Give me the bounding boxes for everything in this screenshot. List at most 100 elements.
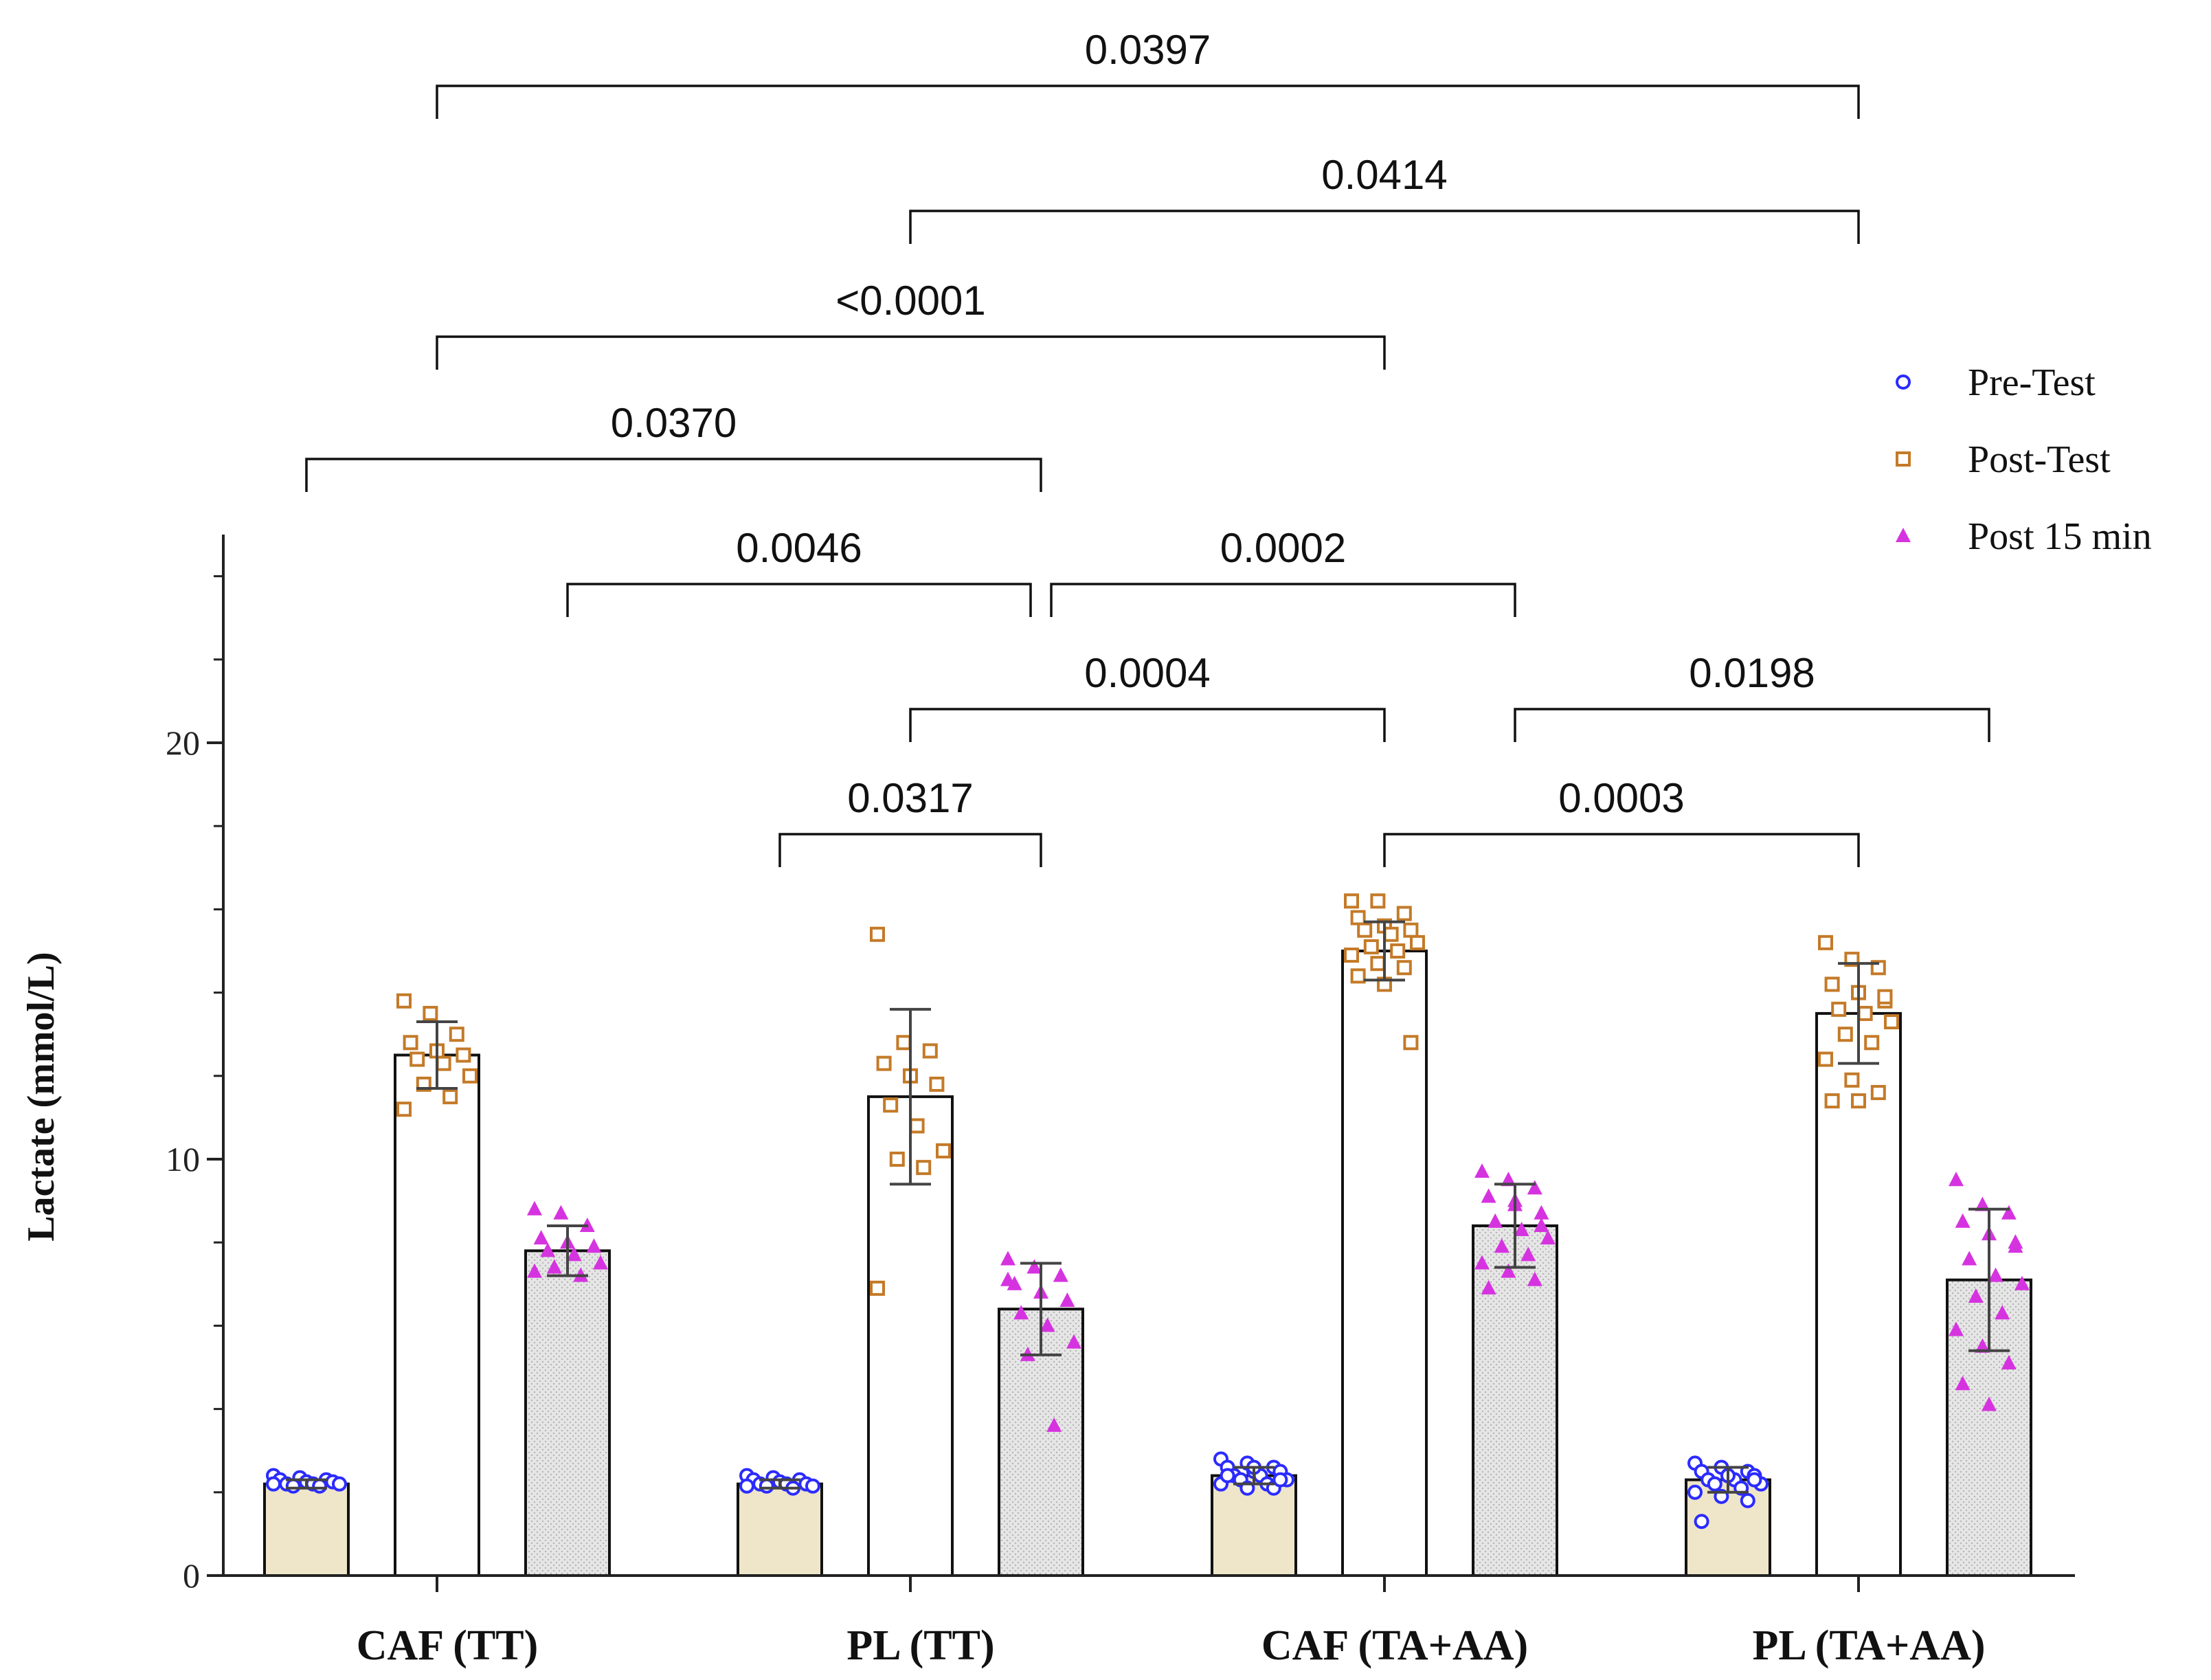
data-point <box>1013 1305 1029 1320</box>
data-point <box>1000 1271 1015 1286</box>
data-point <box>909 1118 925 1134</box>
data-point <box>1857 1005 1873 1021</box>
x-category-label: PL (TA+AA) <box>1752 1622 1985 1669</box>
axes: 0 10 20 CAF (TT) PL (TT) CAF (TA+AA) PL (TA+AA… <box>20 535 2075 1669</box>
comparison-bracket <box>1383 833 1860 867</box>
data-point <box>285 1478 301 1494</box>
data-point <box>1527 1180 1542 1195</box>
data-point <box>1955 1213 1971 1228</box>
data-point <box>1884 1014 1899 1030</box>
x-category-label: PL (TT) <box>846 1622 994 1669</box>
data-point <box>403 1035 418 1051</box>
data-point <box>1896 528 1911 542</box>
data-point <box>1350 968 1366 984</box>
data-point <box>1824 976 1840 992</box>
data-point <box>1540 1230 1556 1245</box>
data-point <box>1988 1267 2004 1282</box>
data-point <box>1694 1514 1709 1530</box>
data-point <box>1220 1468 1235 1483</box>
data-point <box>1370 956 1386 972</box>
data-point <box>533 1230 549 1245</box>
data-point <box>1949 1172 1964 1187</box>
data-point <box>1474 1255 1490 1270</box>
data-point <box>1514 1222 1529 1237</box>
data-point <box>1831 1001 1847 1017</box>
data-point <box>1949 1321 1964 1336</box>
data-point <box>409 1051 425 1067</box>
data-point <box>593 1255 608 1270</box>
y-tick-label: 10 <box>166 1140 200 1178</box>
data-point <box>1046 1417 1062 1432</box>
data-point <box>1837 1027 1853 1042</box>
data-point <box>1007 1275 1022 1290</box>
data-point <box>929 1076 945 1092</box>
data-point <box>1066 1334 1081 1349</box>
legend: Pre-Test Post-Test Post 15 min <box>1896 361 2152 558</box>
data-point <box>1403 1035 1419 1051</box>
data-point <box>2014 1275 2030 1290</box>
data-point <box>540 1242 556 1257</box>
data-point <box>1870 1085 1886 1101</box>
data-point <box>1534 1217 1549 1232</box>
data-point <box>889 1152 905 1167</box>
data-point <box>1707 1476 1722 1492</box>
data-point <box>462 1068 478 1084</box>
x-category-label: CAF (TT) <box>357 1622 539 1669</box>
data-point <box>1053 1267 1068 1282</box>
data-point <box>1059 1292 1075 1308</box>
data-point <box>1350 910 1366 926</box>
data-point <box>1534 1205 1549 1220</box>
bar <box>263 1482 350 1577</box>
data-point <box>1527 1271 1542 1286</box>
data-point <box>1344 948 1359 963</box>
data-point <box>2001 1354 2017 1369</box>
data-point <box>936 1143 951 1158</box>
comparison-bracket <box>1050 583 1516 617</box>
legend-label: Post-Test <box>1968 438 2111 481</box>
comparison-bracket <box>436 335 1386 370</box>
data-point <box>436 1055 451 1071</box>
comparison-bracket <box>909 708 1386 742</box>
data-point <box>916 1160 932 1176</box>
p-value-label: 0.0397 <box>1085 27 1211 73</box>
p-value-label: 0.0317 <box>847 775 974 821</box>
data-point <box>1026 1259 1042 1274</box>
bar <box>1472 1224 1558 1577</box>
y-tick-label: 0 <box>183 1556 200 1595</box>
data-point <box>449 1027 464 1042</box>
data-point <box>1000 1251 1015 1266</box>
p-value-label: <0.0001 <box>835 278 986 324</box>
data-point <box>896 1035 912 1051</box>
data-point <box>1877 989 1893 1005</box>
y-axis-label: Lactate (mmol/L) <box>20 952 63 1241</box>
data-point <box>1357 922 1373 938</box>
data-point <box>1390 943 1406 959</box>
data-point <box>739 1478 754 1494</box>
data-point <box>876 1055 892 1071</box>
bar <box>524 1249 611 1577</box>
comparison-bracket <box>778 833 1042 867</box>
data-points <box>266 893 2030 1530</box>
data-point <box>266 1476 281 1492</box>
data-point <box>566 1246 582 1262</box>
data-point <box>870 926 885 942</box>
p-value-label: 0.0370 <box>611 400 737 446</box>
data-point <box>1403 922 1419 938</box>
data-point <box>1501 1172 1516 1187</box>
comparison-bracket <box>305 458 1042 492</box>
data-point <box>1818 934 1833 950</box>
data-point <box>1982 1396 1997 1411</box>
data-point <box>805 1478 820 1494</box>
data-point <box>1272 1472 1288 1488</box>
data-point <box>1687 1484 1703 1500</box>
data-point <box>396 993 412 1009</box>
data-point <box>1975 1338 1990 1353</box>
data-point <box>1896 374 1911 390</box>
data-point <box>442 1089 458 1105</box>
data-point <box>1501 1263 1516 1278</box>
data-point <box>1396 960 1412 976</box>
data-point <box>1488 1213 1503 1228</box>
data-point <box>546 1259 562 1274</box>
p-value-label: 0.0002 <box>1220 525 1347 571</box>
data-point <box>2001 1205 2017 1220</box>
